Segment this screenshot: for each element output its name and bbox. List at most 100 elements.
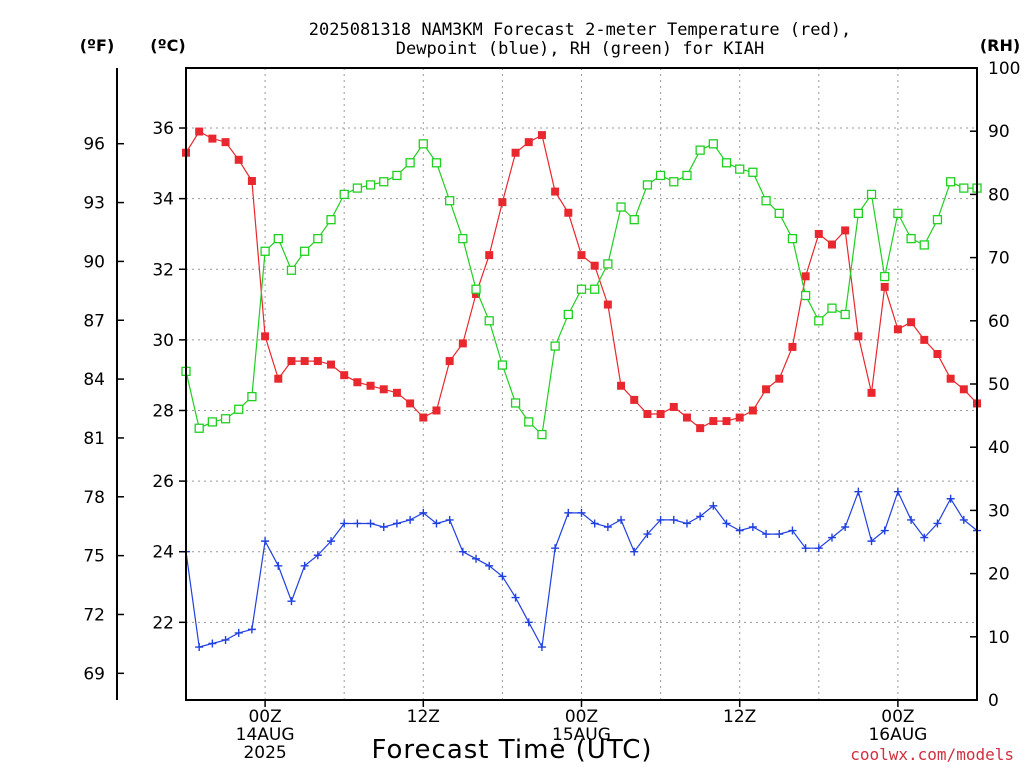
rh-point [629, 215, 639, 225]
dewpoint-point [907, 515, 916, 524]
x-tick-label: 12Z [723, 707, 756, 727]
rh-point [379, 177, 389, 187]
temperature-point [564, 208, 573, 217]
rh-point [220, 414, 231, 424]
rh-point [458, 233, 468, 244]
rh-point [945, 177, 956, 187]
dewpoint-point [603, 522, 612, 531]
celsius-tick-label: 24 [152, 543, 174, 563]
rh-point [919, 240, 929, 250]
rh-point [445, 196, 455, 206]
dewpoint-point [392, 519, 401, 528]
rh-point [748, 167, 758, 177]
axis-unit-labels: (ºF) (ºC) (RH) [80, 36, 1020, 55]
rh-point [339, 189, 349, 200]
dewpoint-point [445, 515, 454, 524]
rh-point [563, 309, 573, 320]
credit-text: coolwx.com/models [850, 745, 1014, 764]
temperature-point [617, 381, 626, 390]
fahrenheit-tick-label: 78 [83, 488, 105, 508]
dewpoint-point [867, 537, 876, 546]
rh-point [603, 259, 613, 269]
rh-point [392, 170, 402, 181]
rh-point [959, 183, 969, 193]
rh-point [866, 189, 877, 200]
rh-point [576, 284, 587, 294]
rh-point [787, 233, 798, 244]
temperature-point [551, 187, 560, 196]
dewpoint-point [419, 508, 428, 517]
rh-point [616, 202, 626, 212]
dewpoint-point [893, 487, 902, 496]
temperature-point [458, 339, 467, 348]
dewpoint-point [406, 515, 415, 524]
rh-point [840, 309, 850, 320]
fahrenheit-unit-label: (ºF) [80, 36, 115, 55]
dewpoint-point [247, 625, 256, 634]
chart-title-line: Dewpoint (blue), RH (green) for KIAH [396, 39, 764, 59]
fahrenheit-tick-label: 87 [83, 311, 105, 331]
rh-point [313, 233, 323, 244]
celsius-unit-label: (ºC) [150, 36, 185, 55]
dewpoint-point [458, 547, 467, 556]
temperature-point [195, 127, 204, 136]
rh-point [326, 215, 336, 225]
plot-frame [185, 67, 978, 701]
fahrenheit-tick-label: 72 [83, 605, 105, 625]
rh-point [207, 417, 218, 427]
rh-tick-label: 40 [988, 438, 1010, 458]
temperature-point [775, 374, 784, 383]
rh-tick-label: 30 [988, 501, 1010, 521]
rh-point [286, 265, 297, 275]
dewpoint-point [775, 530, 784, 539]
temperature-point [590, 261, 599, 270]
celsius-tick-label: 36 [152, 119, 174, 139]
rh-point [247, 391, 257, 402]
dewpoint-point [788, 526, 797, 535]
rh-tick-label: 20 [988, 565, 1010, 585]
dewpoint-point [656, 515, 665, 524]
fahrenheit-tick-label: 96 [83, 135, 105, 155]
rh-point [695, 145, 705, 155]
celsius-tick-label: 32 [152, 260, 174, 280]
x-tick-label: 00Z [248, 707, 281, 727]
rh-tick-label: 60 [988, 312, 1010, 332]
fahrenheit-tick-label: 69 [83, 664, 105, 684]
temperature-point [867, 388, 876, 397]
temperature-point [696, 424, 705, 433]
dewpoint-point [485, 561, 494, 570]
dewpoint-point [643, 530, 652, 539]
dewpoint-point [748, 522, 757, 531]
dewpoint-point [353, 519, 362, 528]
rh-point [827, 303, 837, 313]
dewpoint-point [735, 526, 744, 535]
dewpoint-point [379, 522, 388, 531]
rh-point [932, 215, 943, 225]
temperature-point [287, 357, 296, 366]
celsius-tick-label: 26 [152, 472, 174, 492]
temperature-point [893, 325, 902, 334]
temperature-point [959, 385, 968, 394]
temperature-point [577, 251, 586, 260]
dewpoint-point [762, 530, 771, 539]
temperature-point [327, 360, 336, 369]
fahrenheit-tick-label: 81 [83, 429, 105, 449]
dewpoint-point [841, 522, 850, 531]
dewpoint-point [577, 508, 586, 517]
rh-point [273, 233, 283, 244]
rh-point [234, 404, 244, 414]
temperature-point [854, 332, 863, 341]
rh-point [642, 180, 653, 190]
temperature-point [643, 410, 652, 419]
dewpoint-point [195, 643, 204, 652]
temperature-point [920, 335, 929, 344]
rh-point [893, 208, 903, 219]
rh-unit-label: (RH) [980, 36, 1020, 55]
rh-point [682, 170, 692, 181]
dewpoint-point [274, 561, 283, 570]
x-tick-label: 00Z [881, 707, 914, 727]
rh-point [537, 429, 547, 440]
dewpoint-point [300, 561, 309, 570]
rh-point [484, 316, 494, 326]
